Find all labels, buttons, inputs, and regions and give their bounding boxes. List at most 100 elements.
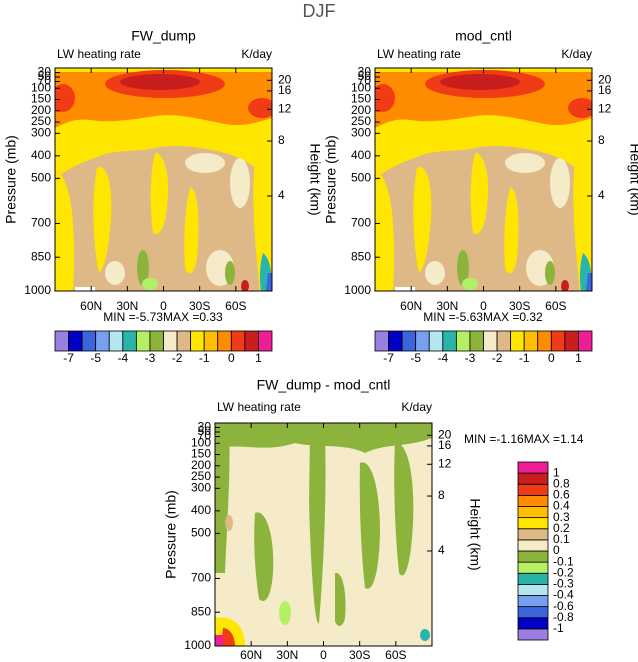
colorbar-box — [517, 572, 549, 585]
colorbar-box — [517, 606, 549, 619]
colorbar-box — [176, 330, 192, 352]
y2-axis-label: Height (km) — [467, 498, 483, 570]
y-tick-label: 300 — [31, 125, 51, 139]
x-tick-label: 0 — [160, 299, 167, 313]
colorbar-label: -1 — [553, 621, 564, 635]
y2-axis-label: Height (km) — [627, 143, 638, 215]
colorbar-label: 0.2 — [553, 521, 570, 535]
y-tick-label: 850 — [351, 249, 371, 263]
colorbar-box — [108, 330, 124, 352]
colorbar-box — [388, 330, 403, 352]
y2-tick-label: 16 — [278, 83, 292, 97]
y-tick-label: 700 — [31, 216, 51, 230]
x-tick-label: 30N — [436, 299, 458, 313]
colorbar-label: -5 — [90, 351, 101, 365]
max-label: MAX = — [483, 310, 519, 324]
max-label: MAX = — [524, 432, 560, 446]
y-tick-label: 150 — [31, 92, 51, 106]
colorbar-box — [95, 330, 110, 352]
colorbar-box — [258, 330, 273, 352]
y-tick-label: 250 — [31, 114, 51, 128]
y2-tick-label: 8 — [438, 488, 445, 502]
colorbar-label: 0 — [228, 351, 235, 365]
y2-tick-label: 8 — [278, 133, 285, 147]
min: -5.73 — [136, 310, 164, 324]
panel-title: FW_dump — [131, 28, 196, 44]
colorbar-box — [163, 330, 178, 352]
panel-title: mod_cntl — [455, 28, 512, 44]
colorbar-label: 0.3 — [553, 510, 570, 524]
colorbar-label: 0 — [548, 351, 555, 365]
y-axis-label: Pressure (mb) — [3, 135, 19, 224]
y-tick-label: 400 — [31, 148, 51, 162]
colorbar-box — [469, 330, 484, 352]
colorbar-box — [81, 330, 97, 352]
y2-tick-label: 12 — [438, 456, 452, 470]
y-tick-label: 700 — [351, 216, 371, 230]
y-tick-label: 500 — [31, 171, 51, 185]
y-tick-label: 500 — [351, 171, 371, 185]
x-tick-label: 60N — [240, 648, 262, 662]
y-tick-label: 70 — [358, 74, 372, 88]
colorbar-box — [517, 483, 549, 496]
y2-tick-label: 16 — [438, 438, 452, 452]
x-tick-label: 0 — [480, 299, 487, 313]
colorbar-label: -0.4 — [553, 588, 574, 602]
colorbar-box — [244, 330, 259, 352]
y-tick-label: 30 — [38, 65, 52, 79]
colorbar-label: 0.1 — [553, 532, 570, 546]
colorbar-box — [517, 583, 549, 596]
colorbar-box — [428, 330, 444, 352]
y-tick-label: 250 — [191, 469, 211, 483]
x-tick-label: 0 — [320, 648, 327, 662]
colorbar-box — [483, 330, 498, 352]
y-tick-label: 400 — [191, 503, 211, 517]
min-label: MIN = — [464, 432, 496, 446]
y-tick-label: 30 — [198, 420, 212, 434]
colorbar-box — [517, 617, 549, 630]
y-tick-label: 400 — [351, 148, 371, 162]
colorbar-box — [68, 330, 83, 352]
colorbar-label: -2 — [492, 351, 503, 365]
colorbar-box — [517, 550, 549, 563]
colorbar-box — [517, 472, 549, 485]
y-tick-label: 50 — [358, 69, 372, 83]
colorbar-box — [54, 330, 69, 352]
colorbar-box — [517, 561, 549, 574]
contour-field — [51, 68, 276, 292]
colorbar-label: 0 — [553, 543, 560, 557]
y2-tick-label: 16 — [598, 83, 612, 97]
x-tick-label: 30N — [116, 299, 138, 313]
colorbar-box — [122, 330, 137, 352]
colorbar-box — [517, 517, 549, 530]
y2-tick-label: 12 — [598, 101, 612, 115]
figure-title: DJF — [303, 1, 336, 21]
min-max: MIN =-5.63MAX =0.32 — [423, 310, 543, 324]
subtitle-right: K/day — [401, 400, 432, 414]
y-tick-label: 100 — [191, 435, 211, 449]
y2-tick-label: 20 — [598, 72, 612, 86]
colorbar-label: -7 — [383, 351, 394, 365]
colorbar-box — [578, 330, 593, 352]
y-tick-label: 200 — [191, 458, 211, 472]
x-tick-label: 60S — [225, 299, 246, 313]
y-tick-label: 500 — [191, 526, 211, 540]
y-tick-label: 150 — [191, 447, 211, 461]
colorbar-label: -4 — [437, 351, 448, 365]
y2-tick-label: 12 — [278, 101, 292, 115]
y-tick-label: 850 — [191, 604, 211, 618]
colorbar-box — [442, 330, 457, 352]
colorbar-label: 1 — [255, 351, 262, 365]
x-tick-label: 30N — [276, 648, 298, 662]
y-tick-label: 70 — [198, 429, 212, 443]
y2-tick-label: 20 — [278, 72, 292, 86]
y-tick-label: 200 — [31, 103, 51, 117]
x-tick-label: 60N — [80, 299, 102, 313]
subtitle-right: K/day — [241, 47, 272, 61]
colorbar-label: -3 — [145, 351, 156, 365]
colorbar-box — [517, 461, 549, 474]
colorbar-box — [455, 330, 471, 352]
colorbar-box — [217, 330, 232, 352]
colorbar-label: -0.1 — [553, 554, 574, 568]
